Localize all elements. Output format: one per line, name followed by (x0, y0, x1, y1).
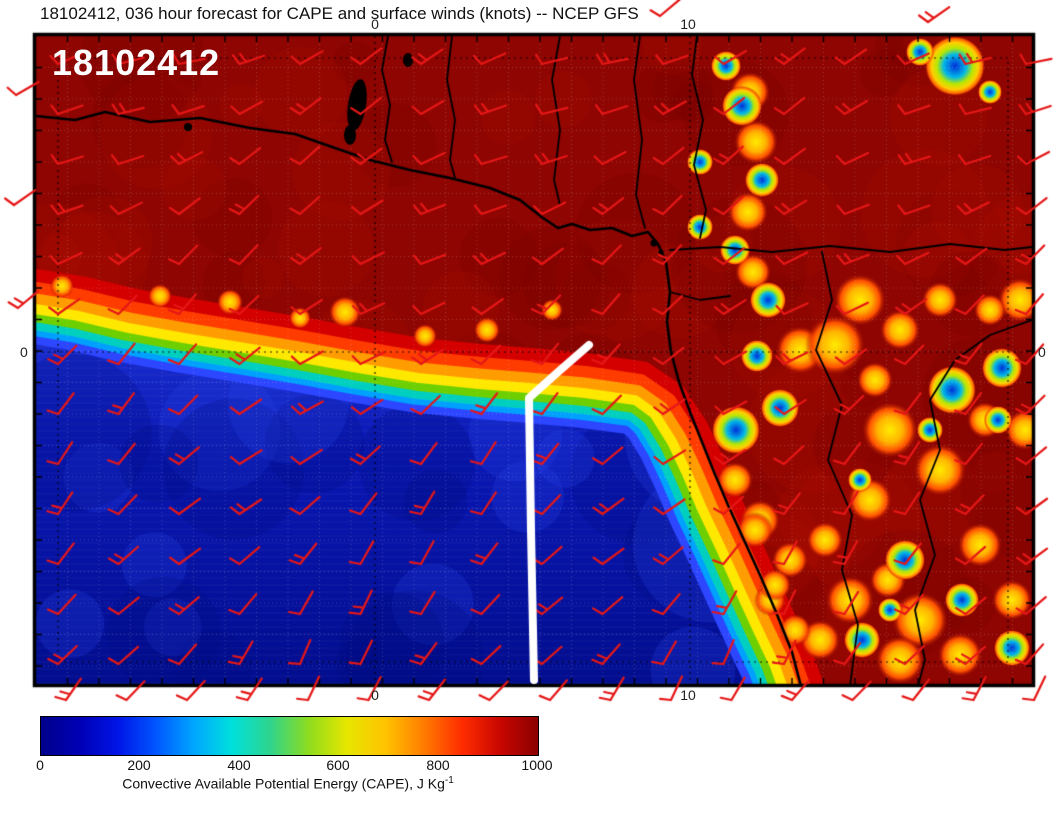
x-tick-bottom-10: 10 (680, 687, 696, 703)
x-tick-top-0: 0 (371, 16, 379, 32)
x-tick-bottom-0: 0 (371, 687, 379, 703)
colorbar-caption-text: Convective Available Potential Energy (C… (122, 775, 445, 792)
colorbar-tick-400: 400 (227, 757, 251, 773)
x-tick-top-10: 10 (680, 16, 696, 32)
colorbar-tick-600: 600 (326, 757, 350, 773)
colorbar-tick-1000: 1000 (521, 757, 553, 773)
colorbar-tick-800: 800 (426, 757, 450, 773)
y-tick-right-0: 0 (1038, 344, 1046, 360)
colorbar-caption-superscript: -1 (444, 775, 454, 786)
map-run-timestamp: 18102412 (52, 42, 221, 83)
figure-title: 18102412, 036 hour forecast for CAPE and… (40, 4, 639, 23)
colorbar-tick-200: 200 (127, 757, 151, 773)
colorbar-caption: Convective Available Potential Energy (C… (122, 775, 454, 792)
colorbar-tick-0: 0 (36, 757, 44, 773)
colorbar-gradient (40, 716, 539, 756)
y-tick-left-0: 0 (20, 344, 28, 360)
